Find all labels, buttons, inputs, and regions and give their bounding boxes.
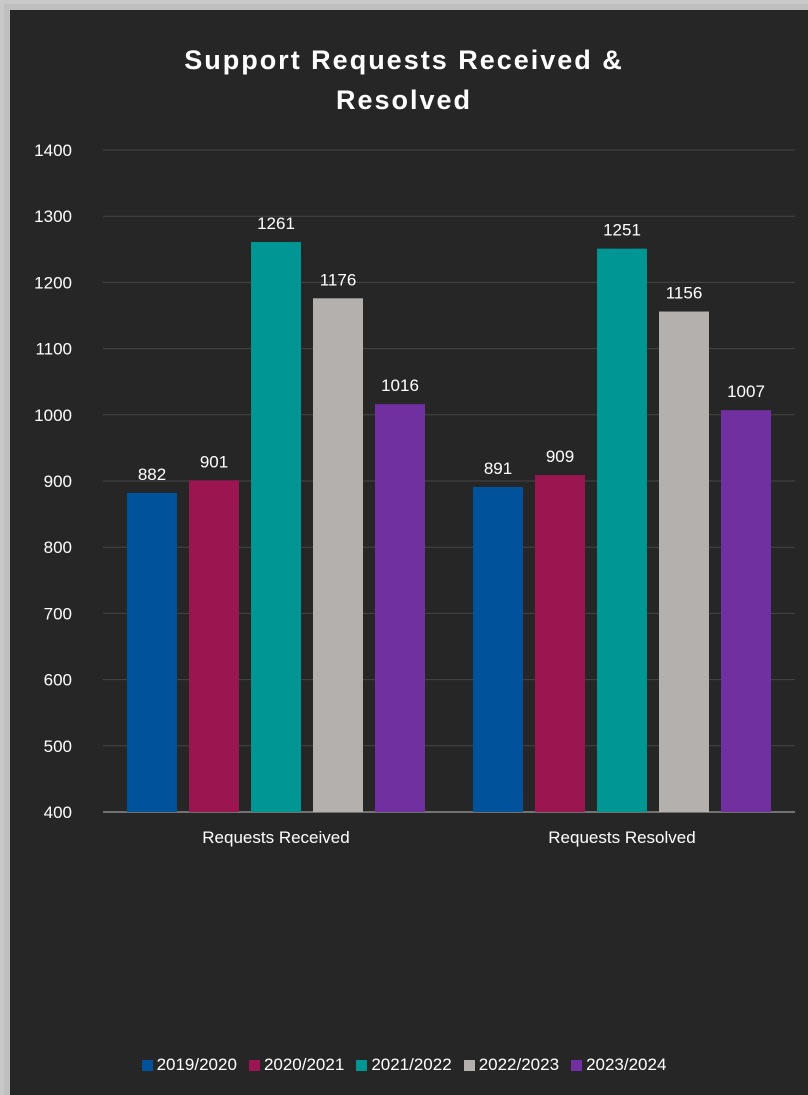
- y-tick-label: 1000: [34, 406, 72, 425]
- legend-item: 2023/2024: [571, 1055, 666, 1075]
- y-tick-label: 600: [44, 671, 72, 690]
- bar: [375, 404, 425, 812]
- bar: [127, 492, 177, 812]
- y-tick-label: 1300: [34, 207, 72, 226]
- legend-swatch: [356, 1059, 368, 1071]
- legend-label: 2021/2022: [371, 1055, 452, 1074]
- y-tick-label: 1200: [34, 273, 72, 292]
- x-category-label: Requests Received: [202, 828, 349, 847]
- bar: [535, 475, 585, 812]
- legend-swatch: [463, 1059, 475, 1071]
- legend-label: 2019/2020: [156, 1055, 237, 1074]
- legend-swatch: [248, 1059, 260, 1071]
- bar: [597, 248, 647, 812]
- data-label: 891: [484, 459, 512, 478]
- data-label: 1251: [603, 221, 641, 240]
- data-label: 1016: [381, 376, 419, 395]
- legend-label: 2022/2023: [478, 1055, 560, 1074]
- y-tick-label: 1400: [34, 141, 72, 160]
- chart-title: Support Requests Received & Resolved: [0, 40, 808, 120]
- bar: [659, 311, 709, 812]
- data-label: 909: [546, 447, 574, 466]
- legend-label: 2023/2024: [586, 1055, 667, 1074]
- x-category-label: Requests Resolved: [548, 828, 695, 847]
- data-label: 1261: [257, 214, 295, 233]
- data-label: 901: [200, 452, 228, 471]
- legend-item: 2019/2020: [141, 1055, 237, 1075]
- bar: [473, 486, 523, 812]
- legend-item: 2020/2021: [248, 1055, 345, 1075]
- legend-item: 2022/2023: [463, 1055, 560, 1075]
- y-tick-label: 1100: [35, 340, 72, 359]
- legend-swatch: [141, 1059, 153, 1071]
- bar: [251, 242, 301, 812]
- y-tick-label: 800: [44, 538, 72, 557]
- chart-title-line-1: Support Requests Received &: [184, 45, 624, 75]
- data-label: 1176: [320, 270, 357, 289]
- chart-title-line-2: Resolved: [335, 85, 473, 115]
- legend-label: 2020/2021: [263, 1055, 345, 1074]
- data-label: 1156: [666, 284, 703, 303]
- legend-swatch: [571, 1059, 583, 1071]
- bar: [189, 480, 239, 812]
- bar: [721, 410, 771, 812]
- data-label: 1007: [727, 382, 765, 401]
- y-tick-label: 700: [44, 604, 72, 623]
- bar: [313, 298, 363, 813]
- y-tick-label: 500: [44, 737, 72, 756]
- chart-legend: 2019/2020 2020/2021 2021/2022 2022/2023 2023…: [0, 1055, 808, 1075]
- legend-item: 2021/2022: [356, 1055, 452, 1075]
- y-tick-label: 900: [44, 472, 72, 491]
- y-tick-label: 400: [44, 803, 72, 822]
- data-label: 882: [138, 465, 166, 484]
